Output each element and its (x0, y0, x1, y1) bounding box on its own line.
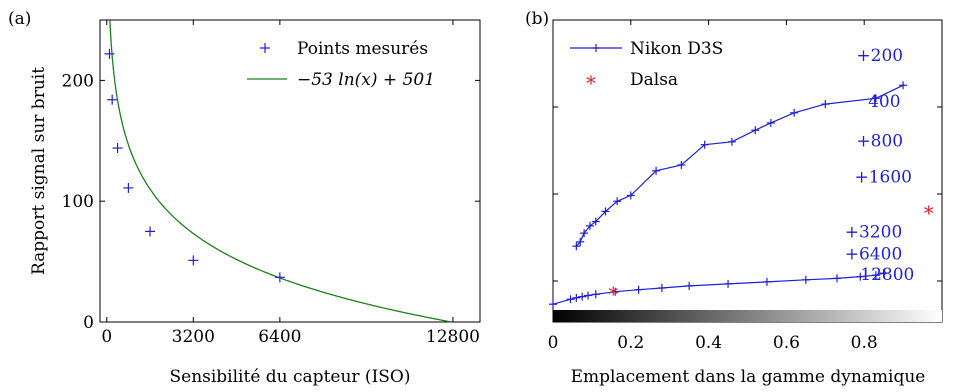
dalsa-point: * (924, 201, 934, 225)
measured-point (123, 182, 134, 193)
legend-label-nikon: Nikon D3S (630, 39, 723, 59)
x-axis-label-a: Sensibilité du capteur (ISO) (169, 367, 410, 387)
nikon-point (766, 118, 775, 127)
nikon-point (613, 197, 622, 206)
nikon-point (657, 283, 666, 292)
nikon-point (634, 285, 643, 294)
nikon-point (724, 279, 733, 288)
measured-points (104, 48, 285, 283)
legend-marker-nikon (592, 44, 600, 52)
nikon-point (801, 275, 810, 284)
nikon-point (899, 81, 908, 90)
measured-point (107, 94, 118, 105)
legend-label-fit: −53 ln(x) + 501 (297, 70, 435, 90)
measured-point (104, 48, 115, 59)
dalsa-points: ** (608, 201, 933, 306)
nikon-curves (549, 81, 908, 309)
x-tick-label-b: 0.8 (851, 333, 878, 353)
nikon-point (832, 274, 841, 283)
y-axis-label-a: Rapport signal sur bruit (29, 67, 49, 275)
y-tick-label-a: 200 (62, 71, 94, 91)
x-ticks-b: 0 0.2 0.4 0.6 0.8 (548, 20, 878, 353)
x-tick-label-a: 6400 (258, 327, 301, 347)
y-tick-label-a: 0 (83, 313, 94, 333)
legend-a: Points mesurés −53 ln(x) + 501 (247, 39, 435, 90)
nikon-point (879, 269, 888, 278)
nikon-point (591, 217, 600, 226)
x-tick-label-b: 0 (548, 333, 559, 353)
iso-label: +1600 (854, 168, 912, 188)
nikon-point (821, 100, 830, 109)
nikon-point (566, 295, 575, 304)
x-tick-label-a: 12800 (426, 327, 480, 347)
legend-b: Nikon D3S * Dalsa (570, 39, 723, 95)
x-tick-label-a: 0 (101, 327, 112, 347)
x-tick-label-b: 0.2 (617, 333, 644, 353)
nikon-point (576, 237, 585, 246)
nikon-point (549, 300, 557, 309)
panel-b: (b) 0 0.2 0.4 0.6 0.8 ** +200400+800+1600+32… (525, 9, 943, 387)
legend-marker-points (260, 43, 270, 53)
nikon-line (575, 84, 904, 247)
nikon-point (751, 126, 760, 135)
panel-a: (a) 0 3200 6400 12800 0 100 200 Sensibilité d… (8, 9, 481, 387)
y-tick-label-a: 100 (62, 192, 94, 212)
y-ticks-a: 0 100 200 (62, 71, 480, 333)
nikon-point (572, 242, 581, 251)
fit-curve-path (109, 19, 451, 323)
nikon-point (727, 137, 736, 146)
nikon-point (871, 94, 880, 103)
panel-a-label: (a) (8, 9, 31, 29)
nikon-point (591, 290, 600, 299)
nikon-point (626, 191, 635, 200)
nikon-point (572, 293, 581, 302)
nikon-point (578, 292, 587, 301)
y-ticks-b (553, 19, 942, 282)
nikon-point (790, 108, 799, 117)
legend-plus-points (260, 43, 270, 53)
nikon-point (871, 271, 880, 280)
legend-plus-nikon (592, 44, 600, 52)
nikon-point (762, 277, 771, 286)
nikon-point (652, 166, 661, 175)
nikon-point (584, 291, 593, 300)
nikon-point (611, 287, 620, 296)
x-tick-label-b: 0.6 (773, 333, 800, 353)
nikon-point (585, 221, 594, 230)
legend-label-points: Points mesurés (297, 39, 428, 59)
iso-label: 12800 (860, 265, 914, 285)
iso-label: 400 (868, 92, 900, 112)
panel-b-label: (b) (525, 9, 549, 29)
legend-marker-dalsa: * (586, 71, 596, 95)
nikon-point (580, 229, 589, 238)
iso-label: +200 (856, 46, 903, 66)
measured-point (274, 272, 285, 283)
measured-point (188, 255, 199, 266)
fit-curve (109, 19, 451, 323)
iso-label: +6400 (845, 244, 903, 264)
nikon-point (601, 207, 610, 216)
dalsa-point: * (608, 282, 618, 306)
dynamic-range-gradient (553, 310, 942, 322)
x-tick-label-a: 3200 (172, 327, 215, 347)
nikon-point (700, 140, 709, 149)
legend-label-dalsa: Dalsa (630, 70, 678, 90)
plot-frame-a (99, 19, 481, 323)
x-ticks-a: 0 3200 6400 12800 (101, 20, 480, 347)
nikon-point (677, 161, 686, 169)
measured-point (112, 143, 123, 154)
x-axis-label-b: Emplacement dans la gamme dynamique (571, 367, 926, 387)
nikon-point (856, 272, 865, 281)
x-tick-label-b: 0.4 (695, 333, 722, 353)
iso-label: +800 (856, 131, 903, 151)
nikon-point (685, 281, 694, 290)
iso-label: +3200 (845, 223, 903, 243)
measured-point (145, 226, 156, 237)
